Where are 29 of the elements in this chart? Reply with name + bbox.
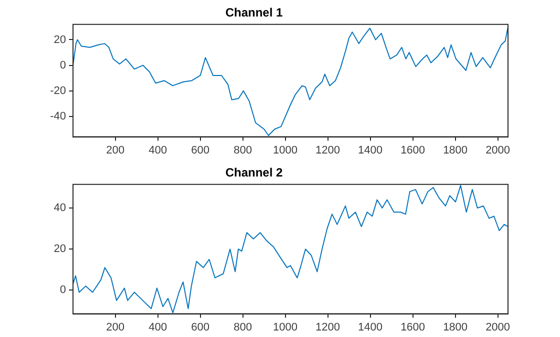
x-tick-label: 1600 (400, 144, 426, 156)
y-tick-label: -40 (50, 110, 66, 122)
x-tick-label: 2000 (486, 321, 510, 334)
x-tick-label: 1400 (358, 144, 383, 156)
x-tick-label: 1800 (443, 144, 468, 156)
y-tick-label: 20 (54, 34, 66, 46)
y-tick-label: 0 (60, 59, 66, 72)
x-tick-label: 600 (191, 144, 210, 156)
x-tick-label: 200 (106, 144, 124, 156)
x-tick-label: 600 (191, 321, 210, 334)
chart-title: Channel 1 (225, 6, 283, 20)
x-tick-label: 800 (234, 321, 252, 334)
y-tick-label: 40 (54, 202, 66, 214)
x-tick-label: 400 (148, 144, 167, 156)
y-tick-label: 0 (60, 284, 66, 296)
x-tick-label: 200 (106, 321, 124, 334)
x-tick-label: 1200 (316, 144, 340, 156)
x-tick-label: 1200 (316, 321, 340, 334)
x-tick-label: 1000 (273, 321, 298, 334)
x-tick-label: 1800 (443, 321, 468, 334)
x-tick-label: 1600 (400, 321, 426, 334)
chart-title: Channel 2 (225, 166, 283, 180)
y-tick-label: 20 (54, 243, 66, 256)
y-tick-label: -20 (50, 84, 66, 97)
x-tick-label: 1400 (358, 321, 383, 334)
x-tick-label: 2000 (486, 144, 510, 156)
x-tick-label: 1000 (273, 144, 298, 156)
x-tick-label: 800 (234, 144, 252, 156)
x-tick-label: 400 (148, 321, 167, 334)
